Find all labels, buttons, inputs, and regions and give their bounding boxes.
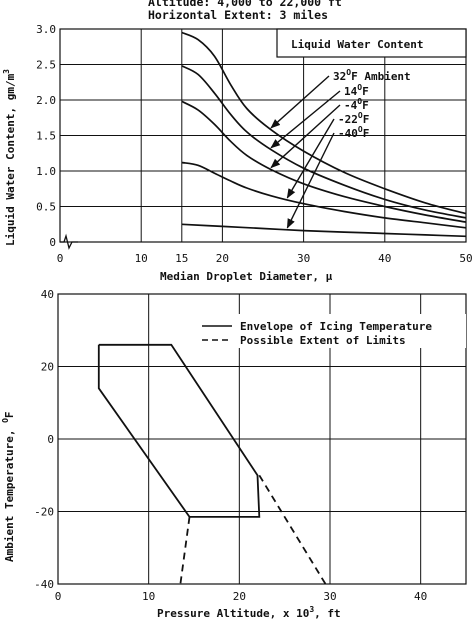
legend-envelope-label: Envelope of Icing Temperature: [240, 320, 432, 333]
bottom-ytick-40: -40: [34, 578, 54, 591]
top-xtick-20: 20: [216, 252, 229, 265]
top-x-axis-label: Median Droplet Diameter, μ: [160, 270, 333, 283]
top-series-label-sup-0: O: [346, 68, 351, 77]
bottom-series-group: [97, 343, 327, 585]
top-series-label-rest-1: F: [362, 85, 369, 98]
top-series-40-f: [181, 223, 467, 238]
top-chart: 0 0.5 1.0 1.5 2.0 2.5 3.0 0 10 15 20 30 40 50 Liquid…: [2, 23, 473, 283]
top-series-label-rest-0: F Ambient: [351, 70, 411, 83]
top-ytick-2-5: 2.5: [36, 59, 56, 72]
top-ytick-1-0: 1.0: [36, 165, 56, 178]
top-series-label-0: 32OF Ambient: [333, 68, 411, 83]
top-arrows: [270, 75, 341, 229]
top-xtick-30: 30: [297, 252, 310, 265]
header-extent: Horizontal Extent: 3 miles: [148, 8, 328, 22]
top-ytick-0-5: 0.5: [36, 201, 56, 214]
top-series-label-num-3: -22: [338, 113, 358, 126]
top-x-ticks: 0 10 15 20 30 40 50: [57, 252, 473, 265]
top-series-label-rest-2: F: [362, 99, 369, 112]
bottom-x-ticks: 0 10 20 30 40: [55, 590, 428, 603]
bottom-ytick-20: -20: [34, 506, 54, 519]
legend-extent-label: Possible Extent of Limits: [240, 334, 406, 347]
top-title-box: Liquid Water Content: [276, 28, 467, 58]
bottom-y-axis-label-main: Ambient Temperature,: [3, 423, 16, 562]
bottom-xtick-40: 40: [414, 590, 427, 603]
top-series-label-num-2: -4: [344, 99, 358, 112]
bottom-ytick-40: 40: [41, 288, 54, 301]
bottom-plot-frame: [57, 293, 467, 585]
bottom-ytick-20: 20: [41, 361, 54, 374]
top-y-axis-label-sup: 3: [2, 69, 11, 74]
top-series-label-rest-3: F: [363, 113, 370, 126]
top-y-axis-label: Liquid Water Content, gm/m3: [2, 69, 17, 246]
bottom-x-axis-label: Pressure Altitude, x 103, ft: [157, 605, 341, 620]
bottom-series-1-possible-extent-of-limits: [179, 516, 191, 585]
top-series-label-4: -40OF: [338, 125, 369, 140]
bottom-y-axis-label-sup: O: [1, 418, 10, 423]
top-series-label-num-4: -40: [338, 127, 358, 140]
top-series-label-sup-2: O: [357, 97, 362, 106]
bottom-legend: Envelope of Icing Temperature Possible E…: [196, 314, 466, 348]
bottom-y-ticks: -40 -20 0 20 40: [34, 288, 54, 591]
top-ytick-1-5: 1.5: [36, 130, 56, 143]
top-series-label-sup-3: O: [358, 111, 363, 120]
top-series-group: [181, 31, 467, 238]
bottom-xtick-10: 10: [142, 590, 155, 603]
top-ytick-0: 0: [49, 236, 56, 249]
bottom-series-0-envelope-of-icing-temperature: [97, 343, 261, 518]
bottom-xtick-30: 30: [323, 590, 336, 603]
bottom-chart: -40 -20 0 20 40 0 10 20 30 40 Envelope of Icing …: [1, 288, 467, 620]
top-series-label-2: -4OF: [344, 97, 369, 112]
top-series-label-num-1: 14: [344, 85, 358, 98]
bottom-series-2-possible-extent-of-limits: [258, 474, 327, 585]
top-xtick-40: 40: [378, 252, 391, 265]
top-series-14-f: [181, 65, 467, 219]
bottom-y-axis-label-rest: F: [3, 411, 16, 418]
bottom-x-axis-label-main: Pressure Altitude, x 10: [157, 607, 309, 620]
top-xtick-15: 15: [175, 252, 188, 265]
top-xtick-10: 10: [135, 252, 148, 265]
top-series-label-sup-4: O: [358, 125, 363, 134]
bottom-x-axis-label-sup: 3: [309, 605, 314, 614]
bottom-ytick-0: 0: [47, 433, 54, 446]
top-xtick-0: 0: [57, 252, 64, 265]
top-y-axis-label-main: Liquid Water Content, gm/m: [4, 73, 17, 246]
top-series-label-rest-4: F: [363, 127, 370, 140]
top-leader-arrow-4: [286, 132, 335, 229]
top-series-label-sup-1: O: [357, 83, 362, 92]
top-ytick-2-0: 2.0: [36, 94, 56, 107]
header-altitude: Altitude: 4,000 to 22,000 ft: [148, 0, 342, 9]
top-series-label-1: 14OF: [344, 83, 369, 98]
axis-break-squiggle: [60, 233, 78, 250]
top-leader-arrow-2: [270, 104, 341, 169]
top-y-ticks: 0 0.5 1.0 1.5 2.0 2.5 3.0: [36, 23, 56, 249]
top-series-32-f-ambient: [181, 31, 467, 215]
bottom-xtick-20: 20: [233, 590, 246, 603]
bottom-x-axis-label-rest: , ft: [314, 607, 341, 620]
bottom-y-axis-label: Ambient Temperature, OF: [1, 411, 16, 562]
top-series-label-3: -22OF: [338, 111, 369, 126]
bottom-xtick-0: 0: [55, 590, 62, 603]
top-plot-frame: [59, 28, 467, 243]
top-series-label-num-0: 32: [333, 70, 346, 83]
top-ytick-3-0: 3.0: [36, 23, 56, 36]
top-gridlines: [60, 29, 466, 242]
top-leader-arrow-1: [270, 90, 341, 149]
top-leader-arrow-3: [286, 118, 335, 199]
top-chart-title: Liquid Water Content: [291, 38, 423, 51]
top-leader-arrow-0: [270, 75, 330, 129]
top-series-22-f: [181, 161, 467, 229]
top-xtick-50: 50: [459, 252, 472, 265]
top-series-4-f: [181, 100, 467, 223]
